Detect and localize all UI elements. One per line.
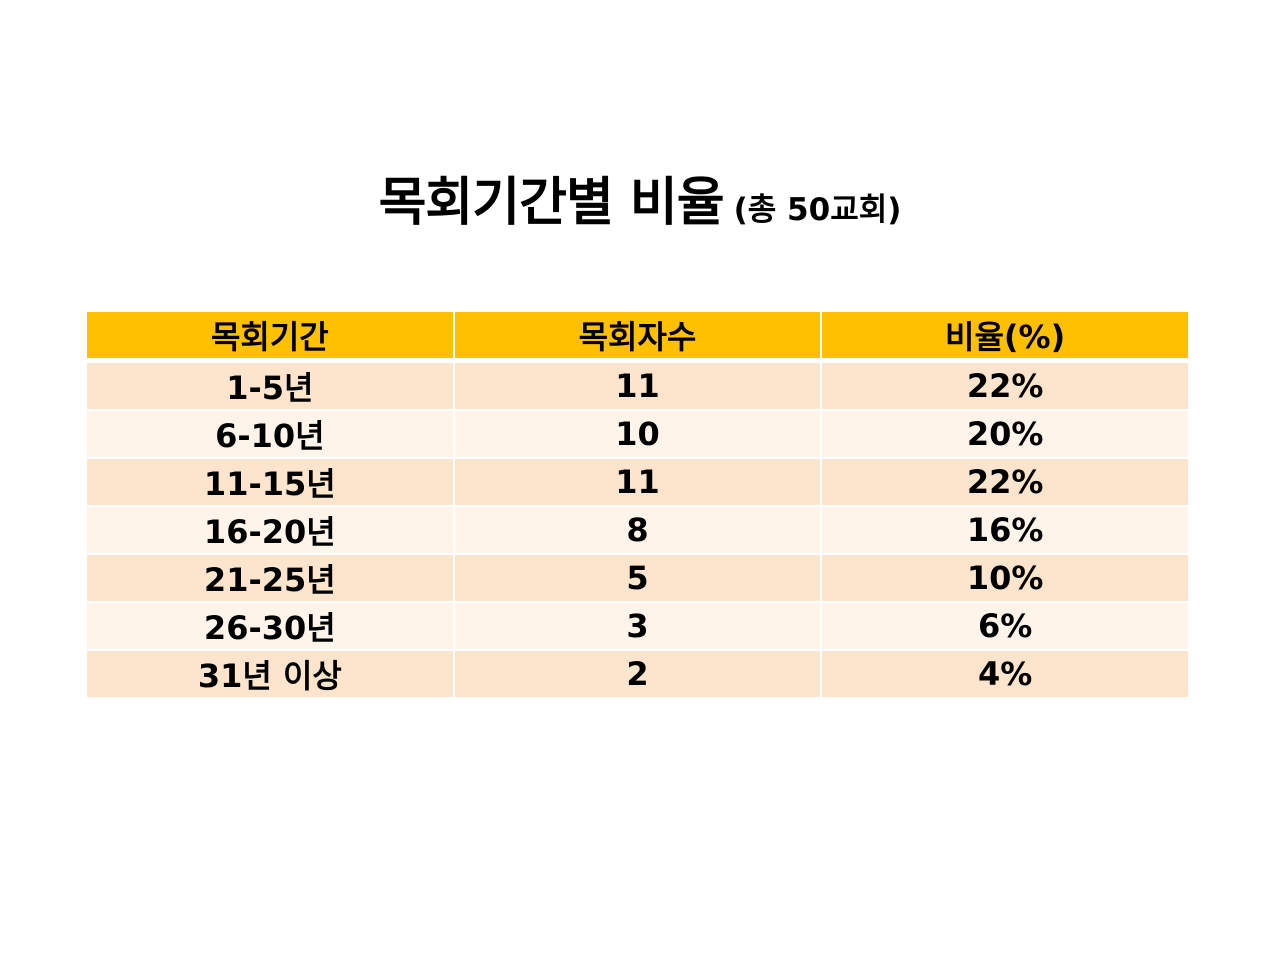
table-row: 11-15년 11 22%	[85, 457, 1190, 507]
cell-period: 6-10년	[85, 409, 455, 459]
table-header-row: 목회기간 목회자수 비율(%)	[85, 310, 1190, 363]
col-header-period: 목회기간	[85, 310, 455, 363]
cell-count: 3	[452, 601, 823, 651]
cell-percent: 22%	[820, 359, 1190, 411]
cell-percent: 16%	[820, 505, 1190, 555]
cell-period: 16-20년	[85, 505, 455, 555]
title-main-text: 목회기간별 비율	[378, 173, 725, 233]
col-header-count: 목회자수	[452, 310, 823, 363]
cell-period: 26-30년	[85, 601, 455, 651]
cell-count: 11	[452, 457, 823, 507]
cell-period: 11-15년	[85, 457, 455, 507]
table-row: 16-20년 8 16%	[85, 505, 1190, 555]
table-row: 26-30년 3 6%	[85, 601, 1190, 651]
table-row: 1-5년 11 22%	[85, 359, 1190, 411]
table-row: 31년 이상 2 4%	[85, 649, 1190, 699]
cell-count: 8	[452, 505, 823, 555]
cell-count: 2	[452, 649, 823, 699]
cell-count: 11	[452, 359, 823, 411]
title-suffix-text: (총 50교회)	[733, 192, 902, 228]
table-row: 6-10년 10 20%	[85, 409, 1190, 459]
cell-percent: 22%	[820, 457, 1190, 507]
pastoral-period-table: 목회기간 목회자수 비율(%) 1-5년 11 22% 6-10년 10 20%…	[85, 310, 1190, 699]
cell-percent: 6%	[820, 601, 1190, 651]
cell-period: 31년 이상	[85, 649, 455, 699]
slide-title: 목회기간별 비율 (총 50교회)	[0, 160, 1280, 235]
cell-period: 1-5년	[85, 359, 455, 411]
cell-period: 21-25년	[85, 553, 455, 603]
cell-count: 10	[452, 409, 823, 459]
cell-percent: 4%	[820, 649, 1190, 699]
cell-percent: 20%	[820, 409, 1190, 459]
cell-count: 5	[452, 553, 823, 603]
table-row: 21-25년 5 10%	[85, 553, 1190, 603]
col-header-percent: 비율(%)	[820, 310, 1190, 363]
cell-percent: 10%	[820, 553, 1190, 603]
